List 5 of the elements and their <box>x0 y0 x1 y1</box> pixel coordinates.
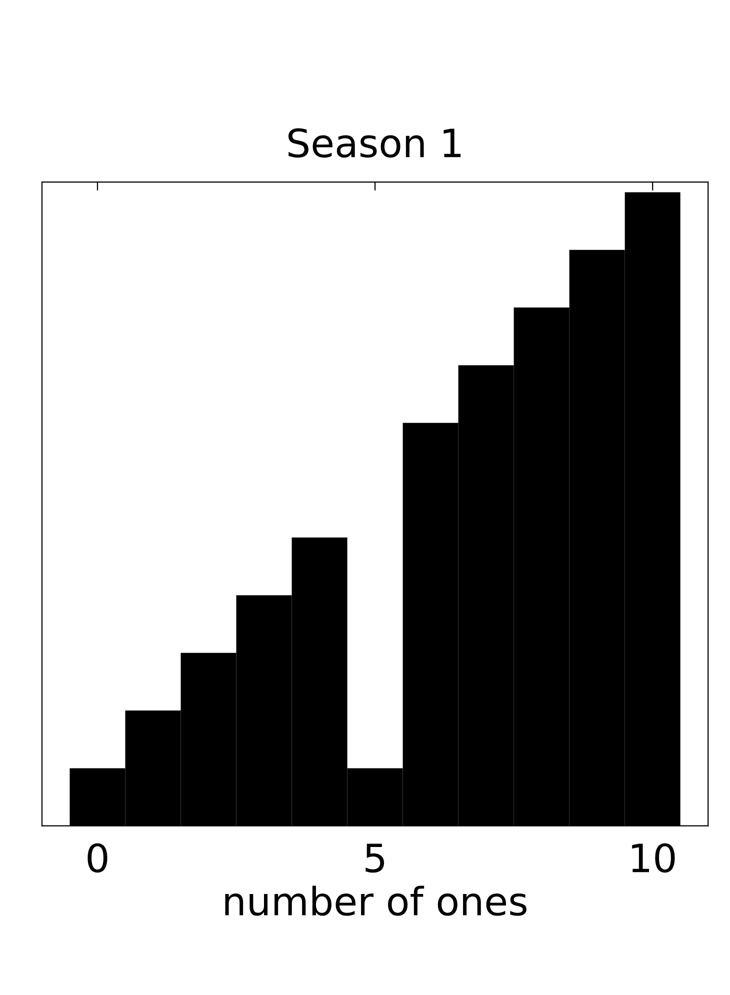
chart-title: Season 1 <box>288 128 461 158</box>
x-axis-title: number of ones <box>225 886 526 916</box>
x-tick-label: 0 <box>88 843 108 873</box>
x-tick-label: 5 <box>366 844 384 873</box>
x-tick-label: 10 <box>632 843 675 873</box>
